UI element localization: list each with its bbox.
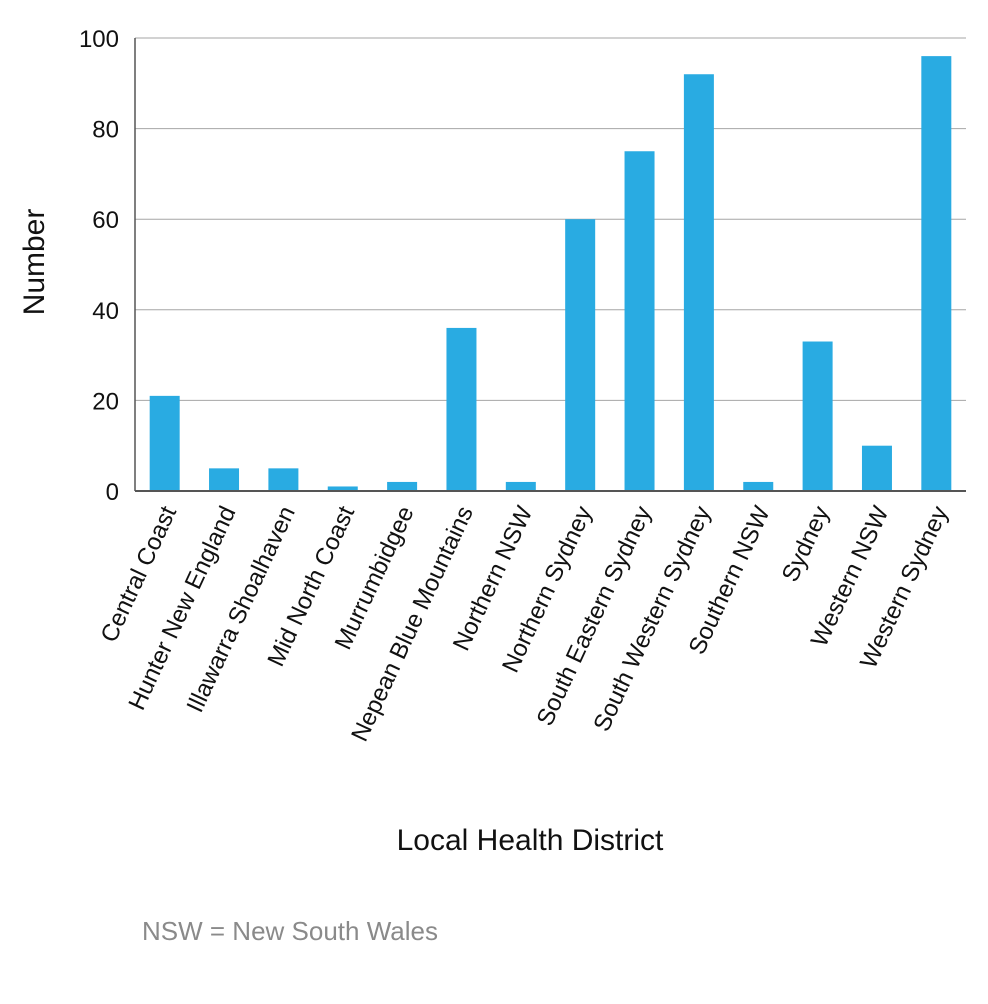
x-category-label: Sydney: [777, 502, 835, 586]
y-tick-label: 20: [92, 388, 119, 415]
y-tick-label: 80: [92, 117, 119, 144]
bar: [327, 486, 358, 491]
gridlines: [135, 37, 966, 401]
bar: [446, 327, 477, 491]
x-category-label: Illawarra Shoalhaven: [182, 502, 301, 717]
footnote: NSW = New South Wales: [142, 916, 438, 946]
bar: [209, 468, 240, 491]
y-tick-label: 0: [106, 479, 119, 506]
x-category-label: Hunter New England: [123, 502, 241, 714]
y-axis-title: Number: [18, 209, 51, 316]
bar: [268, 468, 299, 491]
y-tick-label: 60: [92, 207, 119, 234]
axes: [134, 38, 966, 492]
y-tick-labels: 0 20 40 60 80 100: [79, 26, 119, 506]
bar: [861, 445, 892, 491]
bars: [149, 56, 952, 492]
bar: [683, 74, 714, 492]
y-tick-label: 100: [79, 26, 119, 53]
bar: [921, 56, 952, 492]
bar: [505, 481, 536, 491]
bar: [387, 481, 418, 491]
bar: [149, 395, 180, 491]
x-axis-title: Local Health District: [397, 824, 664, 857]
bar: [565, 219, 596, 491]
y-tick-label: 40: [92, 298, 119, 325]
bar: [743, 481, 774, 491]
bar: [802, 341, 833, 491]
bar: [624, 151, 655, 491]
